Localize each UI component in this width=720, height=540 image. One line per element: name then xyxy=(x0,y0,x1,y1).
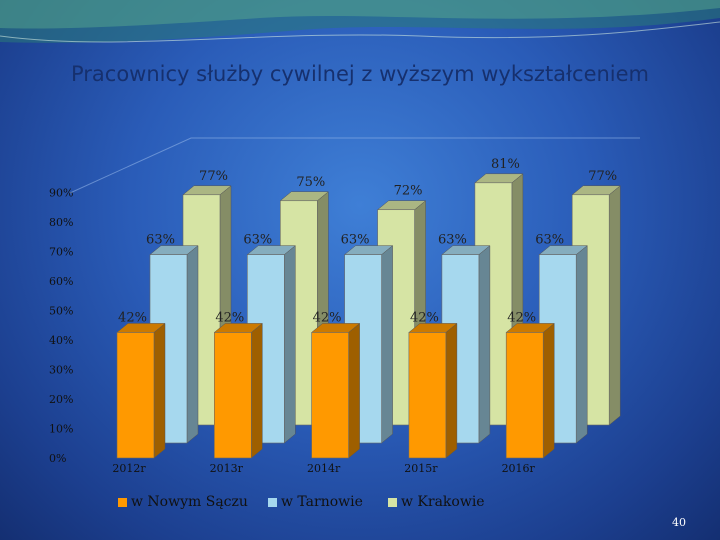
legend-label-tarnow: w Tarnowie xyxy=(281,494,363,510)
bar-side-0-2 xyxy=(348,322,360,459)
legend-swatch-krakow xyxy=(388,497,397,507)
bar-side-1-3 xyxy=(478,245,491,444)
y-tick-label: 20% xyxy=(49,393,73,406)
data-label-2-3: 81% xyxy=(491,157,520,172)
x-tick-label: 2012r xyxy=(112,462,146,475)
y-tick-label: 50% xyxy=(49,305,73,318)
legend-label-nowy-sacz: w Nowym Sączu xyxy=(131,494,248,510)
y-tick-label: 70% xyxy=(49,246,73,259)
data-label-1-2: 63% xyxy=(341,233,370,248)
bar-side-0-0 xyxy=(153,322,166,459)
bar-side-0-3 xyxy=(445,322,458,459)
x-tick-label: 2013r xyxy=(210,462,244,475)
legend-item-nowy-sacz: w Nowym Sączu xyxy=(118,494,248,510)
slide-number: 40 xyxy=(672,516,686,529)
y-tick-label: 0% xyxy=(49,452,66,465)
legend-swatch-tarnow xyxy=(268,497,277,507)
data-label-2-4: 77% xyxy=(588,169,617,184)
y-tick-label: 40% xyxy=(49,334,73,347)
bar-side-1-0 xyxy=(186,245,199,444)
data-label-0-4: 42% xyxy=(507,310,536,325)
x-tick-label: 2014r xyxy=(307,462,341,475)
bar-side-2-4 xyxy=(608,185,621,426)
data-label-2-2: 72% xyxy=(394,184,423,199)
data-label-2-0: 77% xyxy=(199,169,228,184)
data-label-0-2: 42% xyxy=(313,310,342,325)
legend-swatch-nowy-sacz xyxy=(118,497,127,507)
bar-0-1 xyxy=(214,332,252,459)
y-tick-label: 60% xyxy=(49,275,73,288)
bar-0-4 xyxy=(505,332,544,459)
data-label-0-0: 42% xyxy=(118,310,147,325)
bar-side-0-1 xyxy=(251,322,263,459)
y-tick-label: 90% xyxy=(49,187,73,200)
x-tick-label: 2015r xyxy=(404,462,438,475)
data-label-2-1: 75% xyxy=(296,175,325,190)
legend-item-krakow: w Krakowie xyxy=(388,494,485,510)
bar-side-1-1 xyxy=(284,245,296,444)
chart-title: Pracownicy służby cywilnej z wyższym wyk… xyxy=(70,62,650,86)
bar-side-1-2 xyxy=(381,245,393,444)
y-tick-label: 30% xyxy=(49,364,73,377)
bar-0-3 xyxy=(408,332,447,459)
bar-0-0 xyxy=(116,332,155,459)
y-tick-label: 80% xyxy=(49,216,73,229)
back-wall-edge xyxy=(69,137,640,194)
data-label-0-3: 42% xyxy=(410,310,439,325)
y-tick-label: 10% xyxy=(49,423,73,436)
data-label-1-0: 63% xyxy=(146,233,175,248)
data-label-1-3: 63% xyxy=(438,233,467,248)
data-label-1-4: 63% xyxy=(535,233,564,248)
bar-side-1-4 xyxy=(575,245,588,444)
bar-side-0-4 xyxy=(542,322,555,459)
data-label-1-1: 63% xyxy=(243,233,272,248)
x-tick-label: 2016r xyxy=(502,462,536,475)
legend-item-tarnow: w Tarnowie xyxy=(268,494,363,510)
bar-0-2 xyxy=(311,332,349,459)
data-label-0-1: 42% xyxy=(215,310,244,325)
legend-label-krakow: w Krakowie xyxy=(401,494,485,510)
